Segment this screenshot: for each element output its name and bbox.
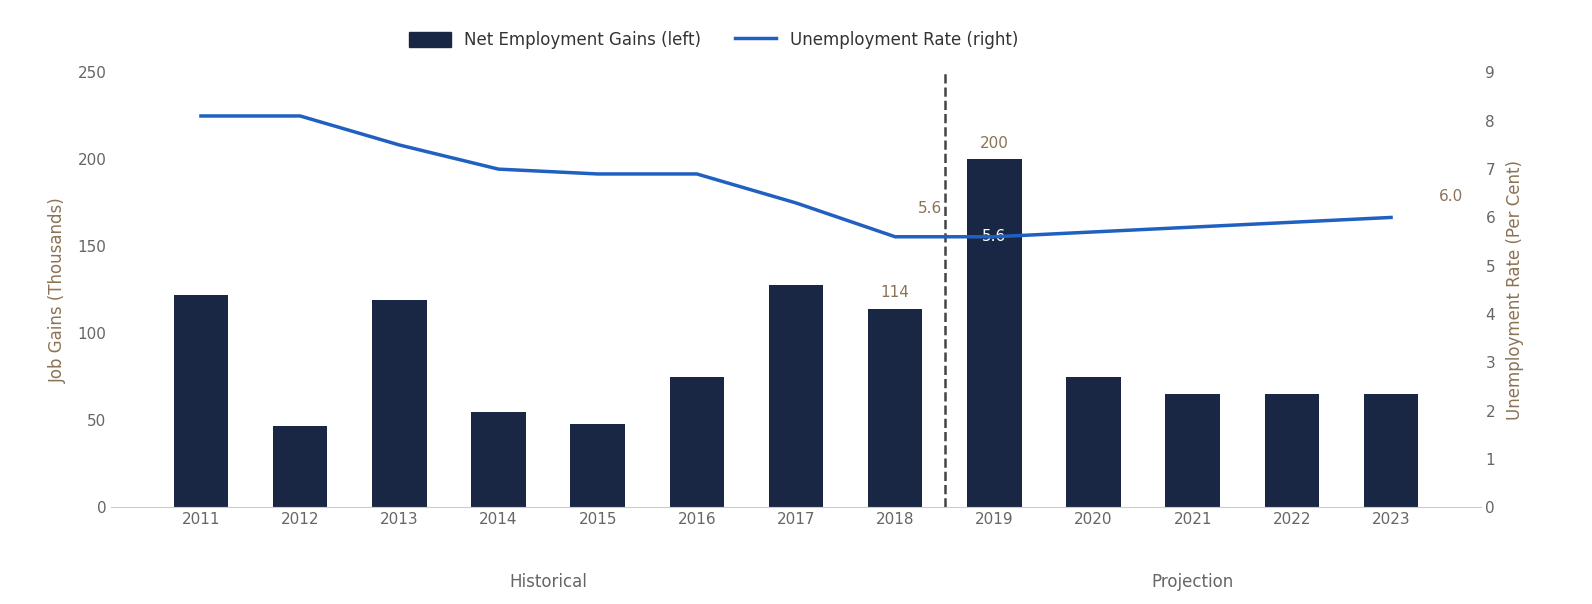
Text: Historical: Historical: [509, 573, 587, 591]
Bar: [1364, 394, 1418, 507]
Bar: [373, 300, 427, 507]
Y-axis label: Job Gains (Thousands): Job Gains (Thousands): [49, 197, 67, 383]
Bar: [1264, 394, 1320, 507]
Bar: [966, 159, 1022, 507]
Bar: [570, 424, 626, 507]
Bar: [1067, 377, 1121, 507]
Bar: [670, 377, 724, 507]
Bar: [272, 426, 328, 507]
Text: 5.6: 5.6: [917, 201, 942, 216]
Text: 6.0: 6.0: [1439, 188, 1463, 204]
Bar: [174, 295, 228, 507]
Text: Projection: Projection: [1151, 573, 1234, 591]
Text: 5.6: 5.6: [982, 230, 1006, 244]
Bar: [868, 309, 922, 507]
Text: 200: 200: [981, 136, 1009, 151]
Text: 114: 114: [880, 285, 909, 300]
Bar: [471, 412, 525, 507]
Bar: [769, 284, 823, 507]
Bar: [1165, 394, 1219, 507]
Y-axis label: Unemployment Rate (Per Cent): Unemployment Rate (Per Cent): [1506, 160, 1524, 420]
Legend: Net Employment Gains (left), Unemployment Rate (right): Net Employment Gains (left), Unemploymen…: [403, 24, 1025, 56]
